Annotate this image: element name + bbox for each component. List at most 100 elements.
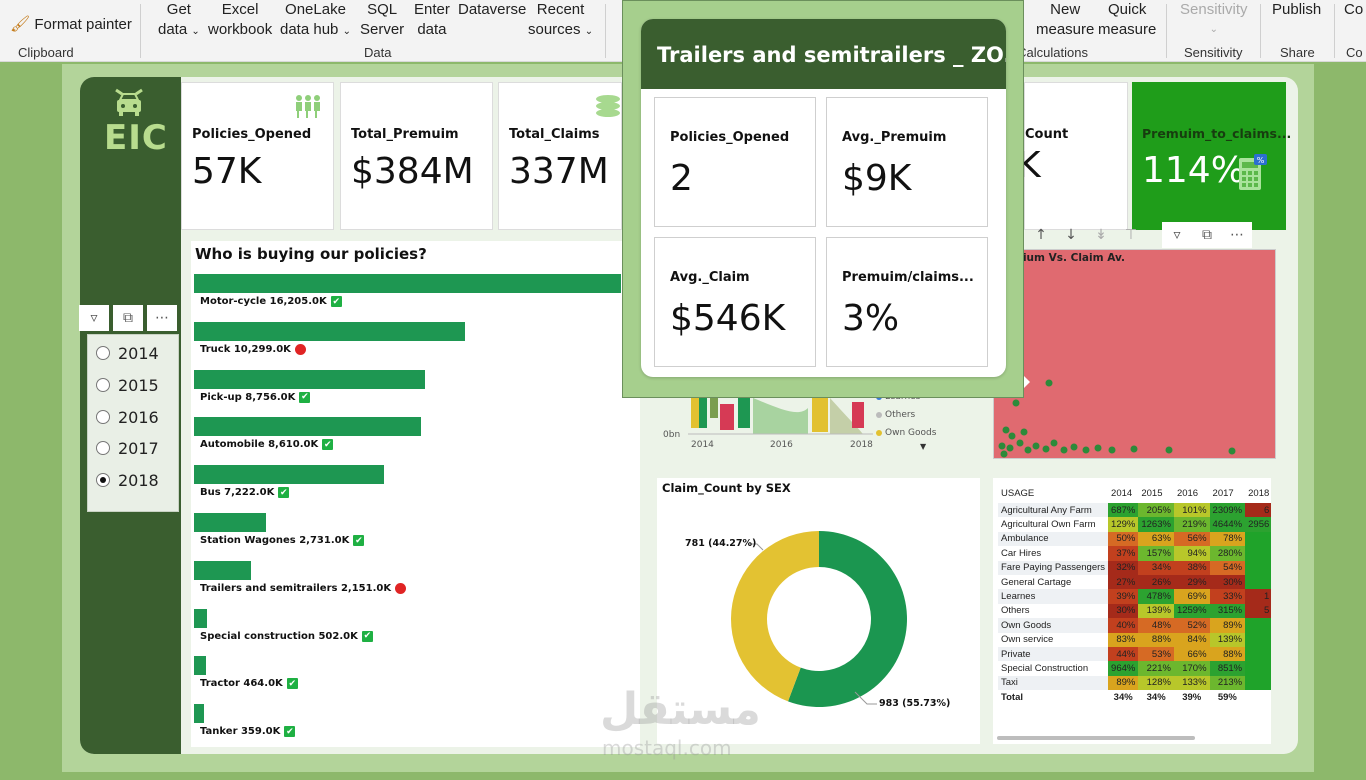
- matrix-cell: 6: [1245, 503, 1271, 518]
- table-row[interactable]: Learnes 39% 478% 69% 33% 1: [998, 589, 1271, 604]
- table-row[interactable]: Ambulance 50% 63% 56% 78%: [998, 531, 1271, 547]
- table-row[interactable]: Fare Paying Passengers 32% 34% 38% 54%: [998, 560, 1271, 575]
- bar[interactable]: [194, 656, 207, 676]
- bar[interactable]: [194, 321, 466, 341]
- column-header[interactable]: 2017: [1212, 487, 1234, 499]
- drill-up-icon[interactable]: ↑: [1035, 227, 1047, 243]
- donut-slice[interactable]: [731, 531, 819, 702]
- tooltip-card: Trailers and semitrailers _ ZO... Polici…: [641, 19, 1006, 377]
- matrix-cell: 30%: [1209, 574, 1246, 590]
- dataverse-button[interactable]: Dataverse: [458, 1, 527, 18]
- watermark-logo: مستقل: [600, 684, 761, 735]
- kpi-premium-to-claims[interactable]: Premuim_to_claims... 114% %: [1132, 82, 1291, 230]
- recent-sources-button[interactable]: Recent sources ⌄: [528, 1, 594, 38]
- bar[interactable]: [194, 704, 204, 724]
- focus-mode-icon[interactable]: ⧉: [113, 305, 143, 331]
- table-row[interactable]: Agricultural Own Farm 129% 1263% 219% 4644% 2…: [998, 517, 1271, 532]
- column-header[interactable]: USAGE: [1001, 487, 1035, 499]
- new-measure-button[interactable]: New measure: [1036, 1, 1095, 38]
- x-tick: 2018: [850, 440, 873, 450]
- matrix-cell: 83%: [1108, 632, 1139, 647]
- bar[interactable]: [194, 560, 251, 580]
- horizontal-scrollbar[interactable]: [997, 736, 1195, 740]
- matrix-cell: 4644%: [1209, 517, 1246, 532]
- matrix-cell: 129%: [1108, 517, 1139, 532]
- more-options-icon[interactable]: ⋯: [1222, 222, 1252, 248]
- filter-icon[interactable]: ▿: [79, 305, 109, 331]
- kpi-total-claims[interactable]: Total_Claims 337M: [498, 82, 622, 230]
- tooltip-title: Trailers and semitrailers _ ZO...: [641, 19, 1006, 89]
- focus-mode-icon[interactable]: ⧉: [1192, 222, 1222, 248]
- table-row[interactable]: Own Goods 40% 48% 52% 89%: [998, 618, 1271, 633]
- quick-measure-button[interactable]: Quick measure: [1098, 1, 1157, 38]
- bar[interactable]: [194, 608, 208, 628]
- table-row[interactable]: Others 30% 139% 1259% 315% 5: [998, 603, 1271, 619]
- radio-selected-icon: [96, 473, 110, 487]
- more-options-icon[interactable]: ⋯: [147, 305, 177, 331]
- matrix-cell: 26%: [1138, 574, 1174, 590]
- legend-item: Others: [876, 410, 915, 420]
- bar[interactable]: [194, 369, 425, 389]
- radio-icon: [96, 441, 110, 455]
- total-cell: 34%: [1113, 691, 1133, 703]
- kpi-claim-count[interactable]: Count K: [1017, 82, 1128, 230]
- kpi-label: Policies_Opened: [192, 127, 312, 142]
- kpi-value: 337M: [509, 151, 609, 192]
- total-row: Total 34% 34% 39% 59%: [998, 690, 1271, 704]
- year-option-2014[interactable]: 2014: [96, 341, 159, 365]
- sensitivity-group-label: Sensitivity: [1184, 45, 1243, 60]
- total-cell: 34%: [1146, 691, 1166, 703]
- year-option-2017[interactable]: 2017: [96, 436, 159, 460]
- sensitivity-button[interactable]: Sensitivity ⌄: [1180, 0, 1248, 40]
- matrix-cell: 39%: [1108, 589, 1139, 604]
- scatter-toolbar: ↑ ↓ ↡ ⊤ ▿ ⧉ ⋯: [1026, 222, 1276, 248]
- kpi-value: 114%: [1142, 150, 1245, 191]
- enter-data-button[interactable]: Enter data: [414, 1, 450, 38]
- copilot-group-label: Co: [1346, 45, 1363, 60]
- row-label: Special Construction: [1001, 662, 1089, 674]
- table-row[interactable]: Agricultural Any Farm 687% 205% 101% 2309% 6: [998, 503, 1271, 518]
- table-row[interactable]: Special Construction 964% 221% 170% 851%: [998, 661, 1271, 676]
- bar-label: Tanker 359.0K ✔: [200, 726, 296, 738]
- kpi-total-premium[interactable]: Total_Premuim $384M: [340, 82, 493, 230]
- column-header[interactable]: 2018: [1248, 487, 1270, 499]
- sql-server-button[interactable]: SQL Server: [360, 1, 405, 38]
- donut-slice[interactable]: [788, 531, 907, 707]
- bar[interactable]: [194, 465, 385, 485]
- bar[interactable]: [194, 417, 421, 437]
- expand-next-level-icon[interactable]: ⊤: [1124, 227, 1138, 243]
- matrix-cell: 38%: [1173, 560, 1210, 575]
- format-painter-button[interactable]: 🖌 Format painter: [10, 16, 132, 33]
- table-row[interactable]: Private 44% 53% 66% 88%: [998, 646, 1271, 662]
- bar[interactable]: [194, 274, 621, 293]
- bar-label: Automobile 8,610.0K ✔: [200, 439, 334, 451]
- bar[interactable]: [194, 513, 266, 532]
- scatter-plot-svg: [998, 376, 1236, 458]
- column-header[interactable]: 2015: [1141, 487, 1163, 499]
- drill-down-icon[interactable]: ↓: [1065, 227, 1077, 243]
- legend-scroll-down-icon[interactable]: ▼: [920, 442, 927, 451]
- get-data-button[interactable]: Get data ⌄: [158, 1, 200, 38]
- column-header[interactable]: 2014: [1111, 487, 1133, 499]
- legend-item: Own Goods: [876, 428, 936, 438]
- table-row[interactable]: Taxi 89% 128% 133% 213%: [998, 675, 1271, 691]
- chevron-down-icon: ⌄: [342, 26, 351, 37]
- year-option-2015[interactable]: 2015: [96, 373, 159, 397]
- table-row[interactable]: Car Hires 37% 157% 94% 280%: [998, 546, 1271, 561]
- publish-button[interactable]: Publish: [1272, 1, 1322, 18]
- check-icon: ✔: [322, 439, 334, 451]
- year-slicer: 2014 2015 2016 2017 2018: [87, 334, 179, 512]
- car-logo-icon: [113, 86, 145, 124]
- table-row[interactable]: General Cartage 27% 26% 29% 30%: [998, 574, 1271, 590]
- expand-all-icon[interactable]: ↡: [1095, 227, 1107, 243]
- onelake-data-hub-button[interactable]: OneLake data hub ⌄: [280, 1, 351, 38]
- year-option-2018[interactable]: 2018: [96, 468, 159, 492]
- kpi-policies-opened[interactable]: Policies_Opened 57K: [181, 82, 334, 230]
- year-option-2016[interactable]: 2016: [96, 405, 159, 429]
- table-row[interactable]: Own service 83% 88% 84% 139%: [998, 632, 1271, 647]
- filter-icon[interactable]: ▿: [1162, 222, 1192, 248]
- excel-workbook-button[interactable]: Excel workbook: [208, 1, 273, 38]
- column-header[interactable]: 2016: [1176, 487, 1199, 499]
- copilot-button[interactable]: Co: [1344, 1, 1364, 18]
- kpi-label: Total_Claims: [509, 127, 600, 142]
